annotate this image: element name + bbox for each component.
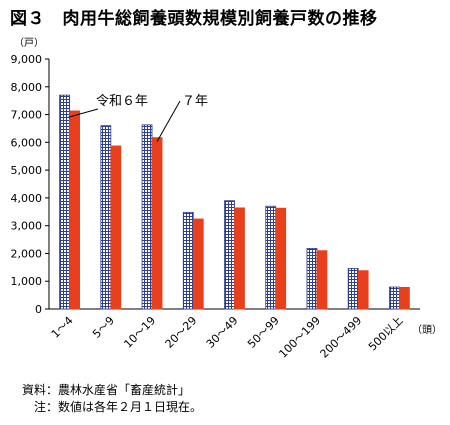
bar-series1 [388, 286, 400, 310]
bar-series1 [182, 211, 194, 310]
y-tick-label: 5,000 [11, 164, 43, 177]
notes: 資料：農林水産省「畜産統計」 注：数値は各年２月１日現在。 [22, 382, 202, 416]
y-tick-label: 7,000 [11, 109, 43, 122]
x-tick-label: 100～199 [276, 314, 323, 361]
x-tick-label: 20～29 [163, 314, 200, 351]
bar-series1 [224, 200, 235, 310]
bar-series1 [347, 268, 359, 310]
y-tick-label: 9,000 [11, 53, 43, 66]
y-axis-unit: （戸） [14, 38, 44, 49]
chart-title: 図３ 肉用牛総飼養頭数規模別飼養戸数の推移 [10, 9, 378, 29]
bar-series2 [357, 270, 369, 310]
y-tick-label: 1,000 [11, 275, 43, 288]
x-tick-label: 1～4 [49, 314, 76, 341]
legend-label-series1: 令和６年 [96, 94, 148, 109]
footnote: 注：数値は各年２月１日現在。 [22, 400, 203, 414]
x-tick-label: 10～19 [121, 314, 158, 351]
bar-series1 [306, 248, 318, 310]
x-tick-label: 500以上 [366, 314, 406, 354]
bar-series1 [59, 94, 71, 310]
y-tick-label: 4,000 [11, 192, 43, 205]
bar-series2 [151, 137, 163, 310]
bar-series1 [265, 205, 277, 310]
legend-label-series2: ７年 [182, 94, 208, 109]
bar-series2 [69, 110, 81, 310]
bar-series1 [100, 125, 112, 310]
x-tick-label: 5～9 [90, 314, 117, 341]
leader-line-series1 [68, 108, 99, 118]
x-tick-label: 30～49 [204, 314, 241, 351]
y-tick-label: 3,000 [11, 220, 43, 233]
x-axis-unit: （頭） [412, 325, 442, 336]
bar-series2 [275, 207, 287, 310]
bar-series1 [141, 124, 153, 310]
y-tick-label: 6,000 [11, 136, 43, 149]
y-tick-label: 8,000 [11, 81, 43, 94]
bar-series2 [316, 250, 328, 310]
bar-series2 [110, 145, 122, 310]
x-tick-label: 50～99 [245, 314, 282, 351]
y-tick-label: 0 [35, 303, 42, 316]
leader-line-series2 [156, 100, 181, 142]
x-tick-label: 200～499 [318, 314, 365, 361]
bar-series2 [398, 286, 410, 310]
bar-series2 [192, 218, 204, 310]
bar-series2 [234, 207, 245, 310]
y-tick-label: 2,000 [11, 247, 43, 260]
source-note: 資料：農林水産省「畜産統計」 [22, 383, 191, 397]
